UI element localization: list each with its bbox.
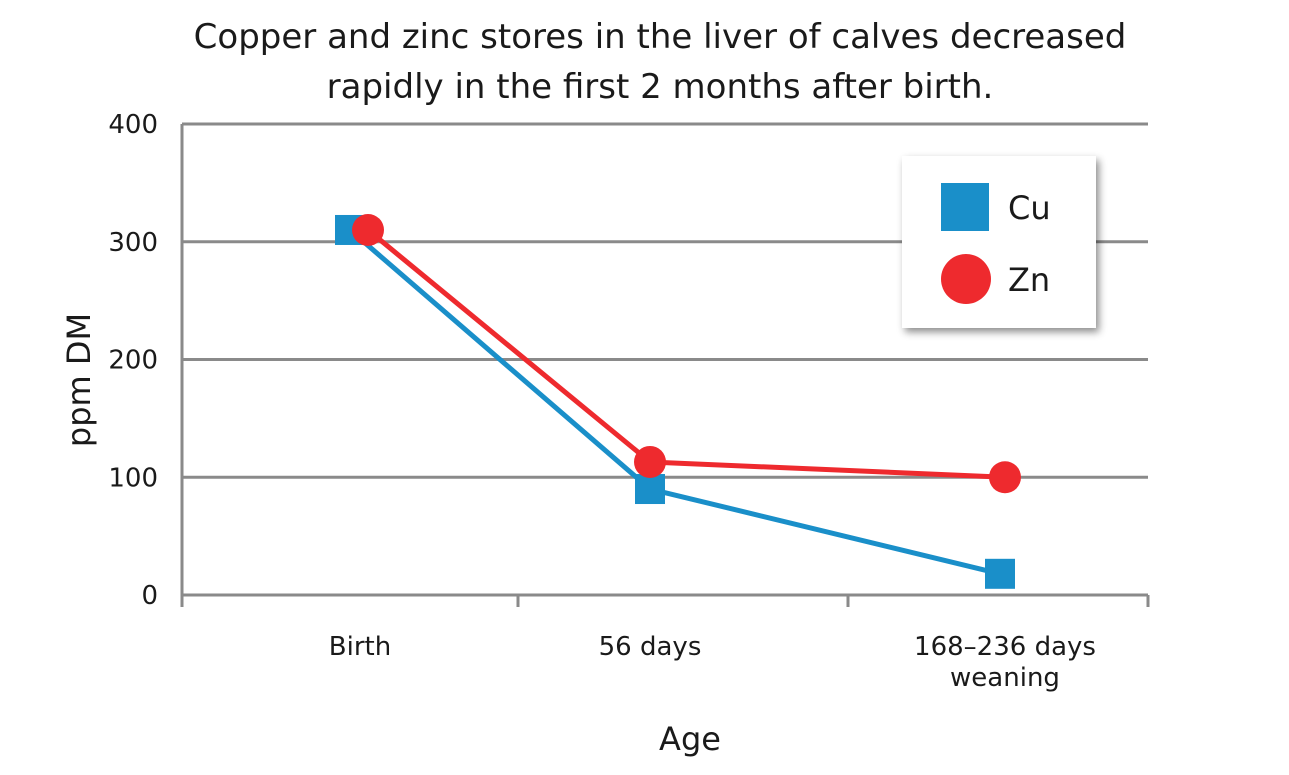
data-point-zn [989, 461, 1021, 494]
y-tick-label: 400 [108, 110, 158, 140]
x-tick-label: Birth [329, 632, 391, 662]
chart-title-line-1: Copper and zinc stores in the liver of c… [194, 17, 1127, 57]
x-tick-label: 168–236 days weaning [914, 632, 1096, 693]
legend-label-zn: Zn [1008, 261, 1050, 299]
y-axis-ticks: 0 100 200 300 400 [108, 110, 158, 611]
legend-marker-zn [941, 254, 991, 304]
data-point-cu [985, 558, 1015, 589]
y-axis-label: ppm DM [60, 313, 98, 447]
x-axis-ticks: Birth 56 days 168–236 days weaning [329, 632, 1096, 693]
y-tick-label: 300 [108, 228, 158, 258]
data-point-zn [352, 213, 384, 246]
legend-box [902, 156, 1096, 328]
data-point-cu [635, 474, 665, 505]
legend: Cu Zn [902, 156, 1096, 328]
y-tick-label: 200 [108, 346, 158, 376]
chart-title-line-2: rapidly in the first 2 months after birt… [327, 67, 994, 107]
axes [180, 124, 1150, 607]
legend-marker-cu [941, 183, 989, 231]
y-tick-label: 100 [108, 463, 158, 493]
x-axis-label: Age [659, 720, 721, 758]
legend-label-cu: Cu [1008, 189, 1051, 227]
y-tick-label: 0 [141, 581, 158, 611]
series-layer [335, 213, 1021, 589]
x-tick-label: 56 days [599, 632, 702, 662]
data-point-zn [634, 445, 666, 478]
series-zn [352, 213, 1021, 494]
